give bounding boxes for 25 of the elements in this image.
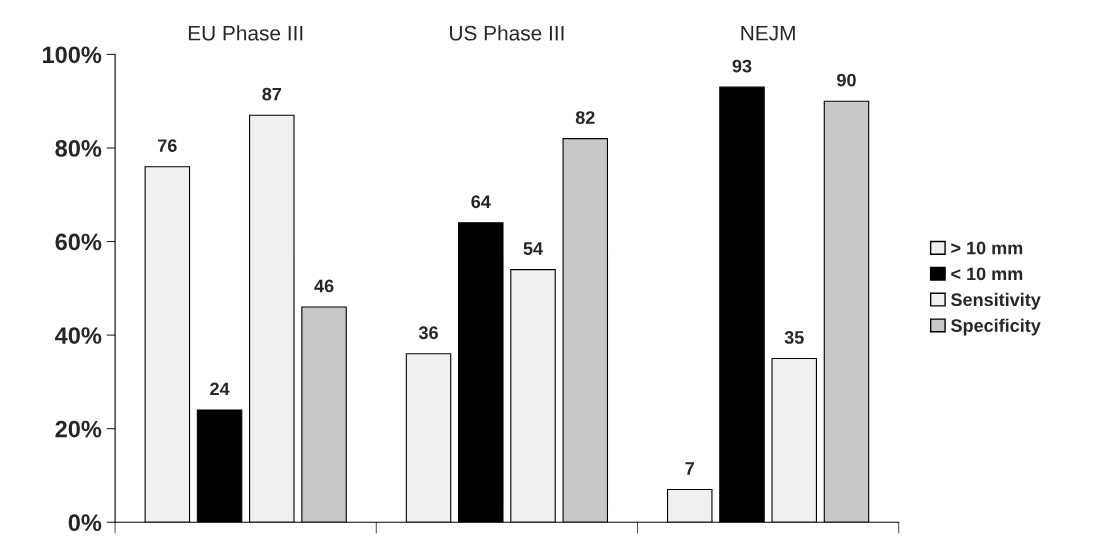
legend-label: Specificity (951, 318, 1041, 336)
legend-label: > 10 mm (951, 241, 1023, 255)
data-label: 7 (685, 462, 694, 475)
data-label: 76 (158, 139, 177, 152)
x-tick-label: NEJM (741, 26, 795, 41)
legend-label: Sensitivity (951, 292, 1041, 310)
data-label: 87 (262, 87, 282, 101)
legend-label: < 10 mm (951, 267, 1023, 281)
y-tick-label: 60% (55, 233, 102, 251)
y-tick-label: 100% (42, 46, 102, 64)
data-label: 93 (732, 59, 752, 73)
data-label: 82 (575, 111, 595, 124)
data-label: 36 (418, 326, 438, 340)
y-tick-label: 40% (54, 327, 102, 344)
y-tick-label: 0% (68, 514, 102, 532)
y-tick-label: 20% (55, 420, 102, 438)
data-label: 90 (837, 73, 856, 87)
data-label: 54 (523, 242, 543, 255)
y-tick-label: 80% (55, 140, 102, 157)
x-tick-label: US Phase III (450, 25, 564, 41)
data-label: 46 (314, 279, 334, 293)
x-tick-label: EU Phase III (188, 25, 303, 41)
data-label: 64 (471, 195, 491, 209)
data-label: 35 (784, 331, 804, 344)
data-label: 24 (210, 382, 230, 396)
